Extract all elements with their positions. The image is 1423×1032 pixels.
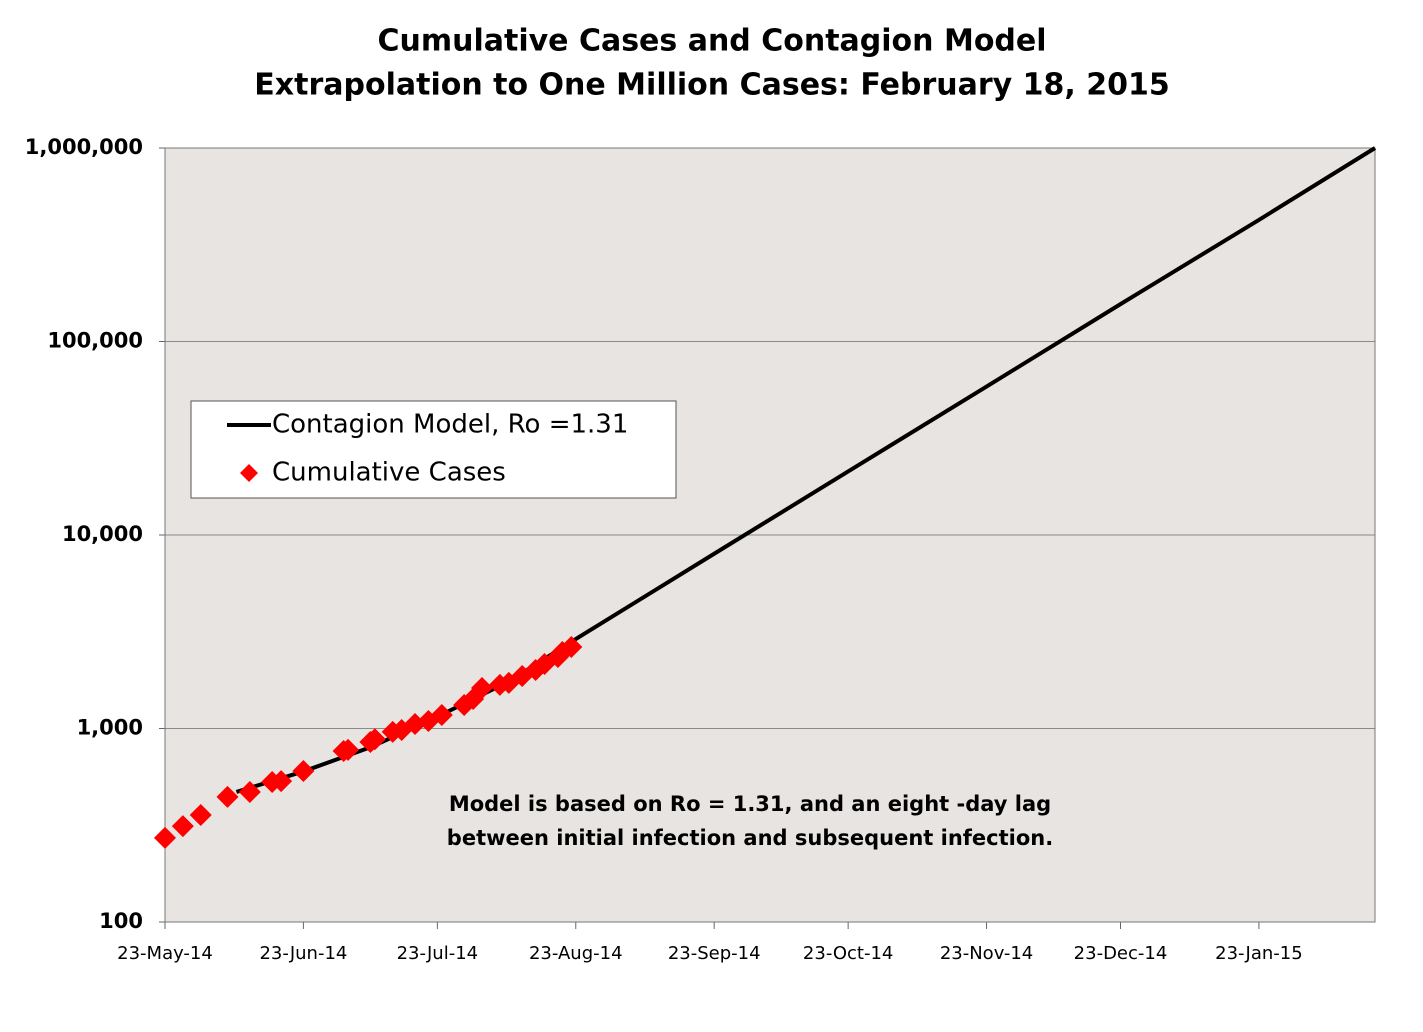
x-tick-label: 23-Jun-14 <box>259 943 347 964</box>
case-point <box>238 780 261 803</box>
case-point <box>471 676 494 699</box>
x-tick-label: 23-May-14 <box>117 943 213 964</box>
case-point <box>363 728 386 751</box>
y-tick-label: 10,000 <box>62 522 143 546</box>
x-tick-label: 23-Aug-14 <box>529 943 623 964</box>
case-point <box>171 815 194 838</box>
y-tick-label: 100 <box>99 909 143 933</box>
x-tick-label: 23-Oct-14 <box>803 943 893 964</box>
x-tick-label: 23-Jan-15 <box>1215 943 1303 964</box>
case-point <box>337 738 360 761</box>
annotation-line: Model is based on Ro = 1.31, and an eigh… <box>449 792 1051 816</box>
case-point <box>292 760 315 783</box>
x-tick-label: 23-Jul-14 <box>397 943 479 964</box>
annotation-line: between initial infection and subsequent… <box>447 826 1053 850</box>
x-tick-label: 23-Sep-14 <box>668 943 761 964</box>
legend-label: Cumulative Cases <box>272 458 506 488</box>
legend-label: Contagion Model, Ro =1.31 <box>272 410 628 440</box>
annotation: Model is based on Ro = 1.31, and an eigh… <box>447 792 1053 850</box>
case-point <box>216 785 239 808</box>
case-point <box>430 703 453 726</box>
plot-border <box>164 147 1376 923</box>
x-tick-label: 23-Nov-14 <box>940 943 1033 964</box>
x-tick-label: 23-Dec-14 <box>1074 943 1168 964</box>
y-tick-label: 1,000 <box>77 716 143 740</box>
case-point <box>270 770 293 793</box>
chart-subtitle: Extrapolation to One Million Cases: Febr… <box>254 68 1169 103</box>
case-point <box>154 826 176 849</box>
case-point <box>189 804 212 827</box>
chart-title: Cumulative Cases and Contagion Model <box>377 24 1046 59</box>
legend-marker <box>240 464 258 482</box>
legend-box <box>190 400 677 499</box>
y-tick-label: 100,000 <box>47 329 143 353</box>
case-point <box>560 636 583 659</box>
model-line <box>235 146 1377 794</box>
y-tick-label: 1,000,000 <box>25 135 143 159</box>
